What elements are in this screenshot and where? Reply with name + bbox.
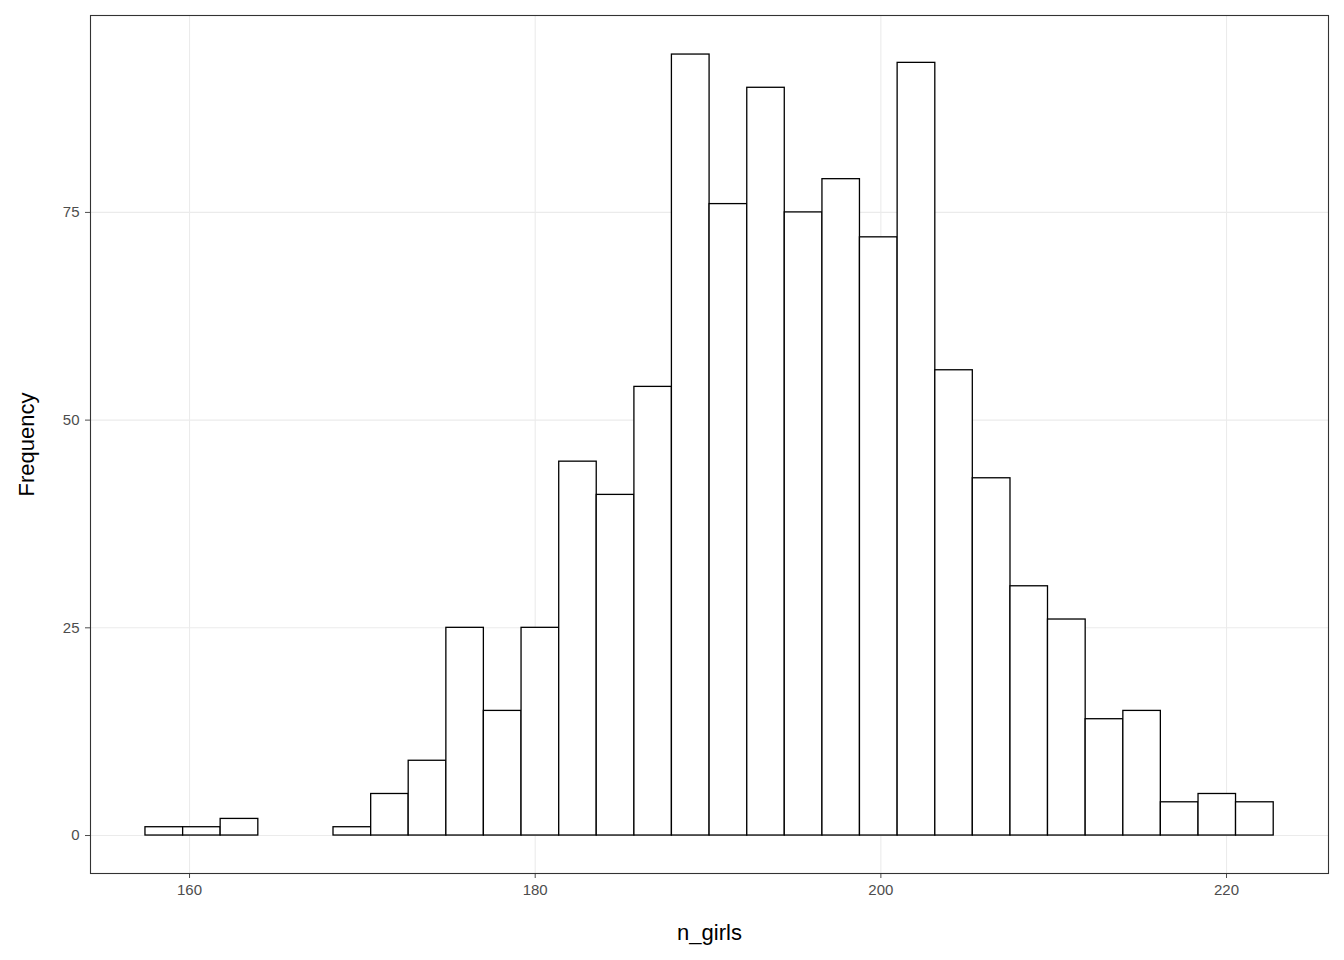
svg-text:75: 75: [63, 203, 80, 220]
svg-text:Frequency: Frequency: [14, 393, 39, 497]
svg-text:25: 25: [63, 619, 80, 636]
svg-text:50: 50: [63, 411, 80, 428]
svg-text:180: 180: [523, 881, 548, 898]
svg-text:0: 0: [71, 826, 79, 843]
svg-text:220: 220: [1214, 881, 1239, 898]
svg-text:n_girls: n_girls: [677, 920, 742, 945]
svg-text:200: 200: [868, 881, 893, 898]
svg-text:160: 160: [177, 881, 202, 898]
